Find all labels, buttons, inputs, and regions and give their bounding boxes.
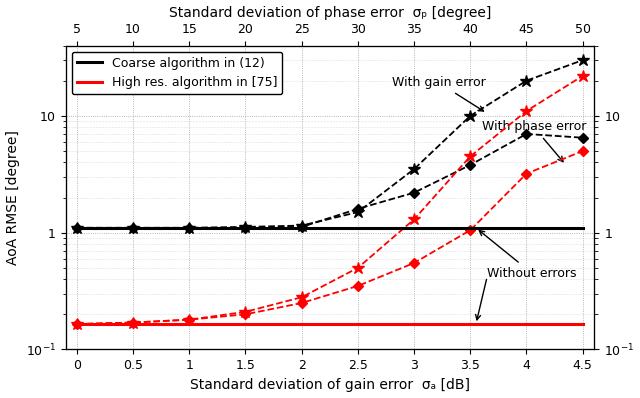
Legend: Coarse algorithm in (12), High res. algorithm in [75]: Coarse algorithm in (12), High res. algo… (72, 52, 282, 94)
X-axis label: Standard deviation of phase error  σₚ [degree]: Standard deviation of phase error σₚ [de… (168, 6, 491, 20)
Text: Without errors: Without errors (479, 230, 577, 280)
Y-axis label: AoA RMSE [degree]: AoA RMSE [degree] (6, 130, 20, 265)
Text: With phase error: With phase error (481, 121, 586, 162)
Text: With gain error: With gain error (392, 76, 485, 111)
X-axis label: Standard deviation of gain error  σₐ [dB]: Standard deviation of gain error σₐ [dB] (190, 378, 470, 392)
